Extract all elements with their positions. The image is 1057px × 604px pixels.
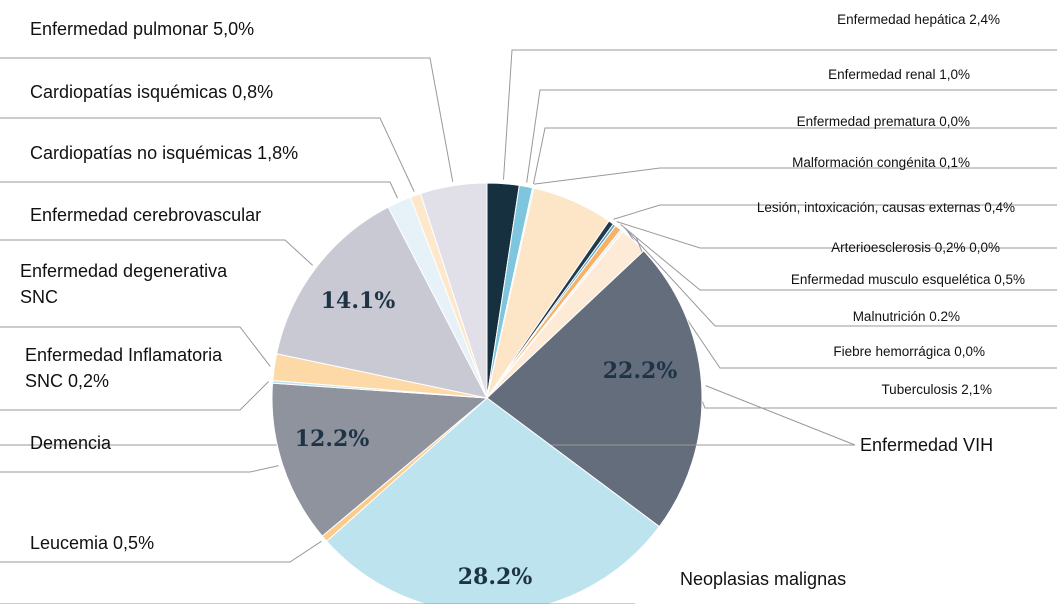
value-label: 14.1% bbox=[321, 288, 396, 314]
value-label: 22.2% bbox=[603, 358, 678, 384]
leader-line bbox=[616, 221, 1057, 249]
slice-label: Arterioesclerosis 0,2% 0,0% bbox=[831, 240, 1000, 255]
slice-label: Enfermedad Inflamatoria SNC 0,2% bbox=[25, 345, 223, 392]
pie-slice bbox=[419, 182, 488, 399]
leader-line bbox=[620, 224, 1057, 291]
leader-line bbox=[0, 117, 415, 192]
leader-line bbox=[613, 204, 1057, 220]
leader-line bbox=[0, 540, 322, 563]
slice-label: Enfermedad hepática 2,4% bbox=[837, 12, 1000, 27]
slice-label: Enfermedad pulmonar 5,0% bbox=[30, 19, 255, 39]
slice-label: Enfermedad degenerativa SNC bbox=[20, 261, 228, 308]
value-label: 28.2% bbox=[458, 564, 533, 590]
slice-label: Malformación congénita 0,1% bbox=[792, 155, 970, 170]
leader-line bbox=[0, 381, 269, 411]
leader-line bbox=[0, 465, 279, 473]
slice-label: Enfermedad prematura 0,0% bbox=[796, 114, 970, 129]
slice-label: Fiebre hemorrágica 0,0% bbox=[833, 344, 985, 359]
pie-slice bbox=[276, 206, 488, 399]
slice-label: Leucemia 0,5% bbox=[30, 533, 155, 553]
leader-line bbox=[502, 49, 1057, 180]
value-label: 12.2% bbox=[295, 426, 370, 452]
leader-line bbox=[0, 57, 454, 182]
pie-slice bbox=[486, 250, 703, 528]
leader-line bbox=[0, 239, 314, 266]
leader-line bbox=[0, 181, 398, 199]
slice-label: Enfermedad cerebrovascular bbox=[30, 205, 262, 225]
leader-line bbox=[526, 89, 1057, 183]
slice-label: Tuberculosis 2,1% bbox=[881, 382, 992, 397]
slice-label: Enfermedad musculo esquelética 0,5% bbox=[790, 272, 1025, 287]
slice-label: Neoplasias malignas bbox=[680, 569, 847, 589]
slice-label: Malnutrición 0.2% bbox=[852, 309, 960, 324]
slice-label: Demencia bbox=[30, 433, 112, 453]
pie-slice bbox=[271, 382, 489, 537]
slice-label: Cardiopatías no isquémicas 1,8% bbox=[30, 143, 299, 163]
slice-label: Cardiopatías isquémicas 0,8% bbox=[30, 82, 274, 102]
slice-label: Lesión, intoxicación, causas externas 0,… bbox=[756, 200, 1015, 215]
pie-slice bbox=[325, 397, 661, 604]
leader-line bbox=[532, 127, 1057, 185]
leader-line bbox=[624, 227, 1057, 327]
slice-label: Enfermedad renal 1,0% bbox=[828, 67, 970, 82]
slice-label: Enfermedad VIH bbox=[860, 435, 994, 455]
leader-line bbox=[0, 326, 271, 367]
leader-line bbox=[534, 167, 1057, 185]
